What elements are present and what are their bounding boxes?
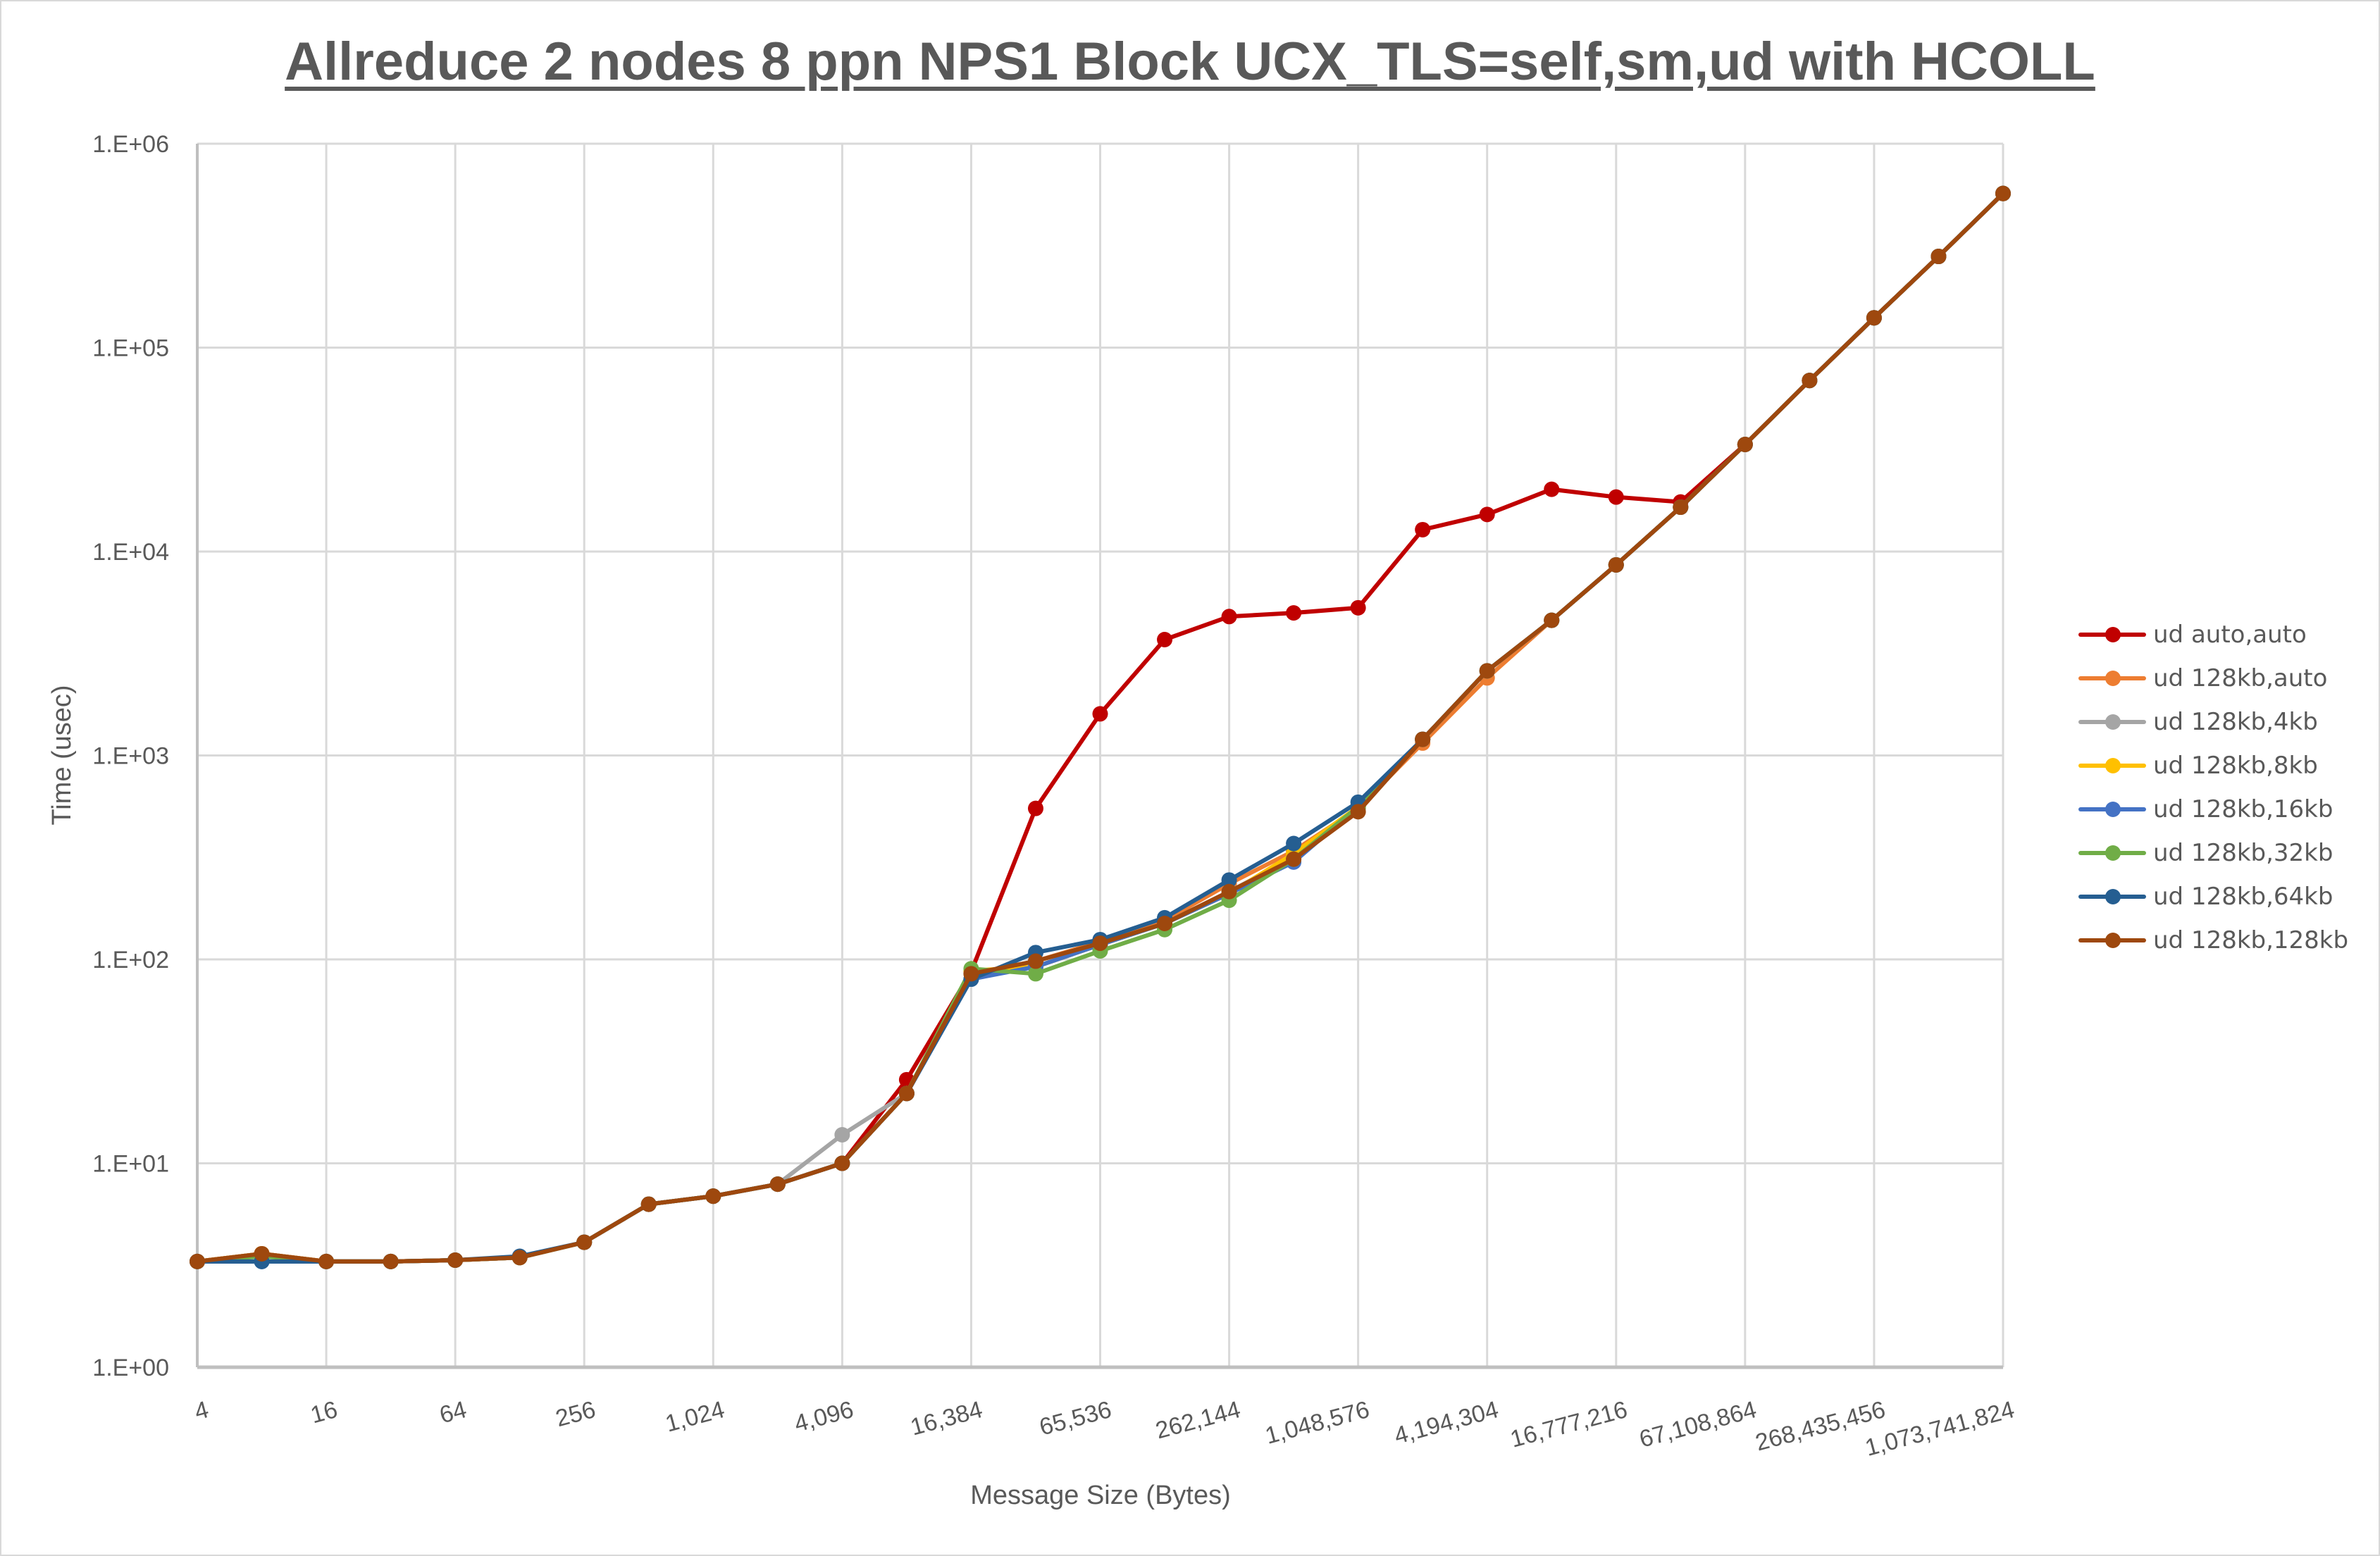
legend-item[interactable]: ud 128kb,64kb	[2078, 875, 2348, 919]
legend-item[interactable]: ud 128kb,128kb	[2078, 919, 2348, 962]
legend-item[interactable]: ud 128kb,16kb	[2078, 788, 2348, 831]
line-marker-icon	[2078, 795, 2146, 823]
line-marker-icon	[2078, 926, 2146, 954]
legend-item[interactable]: ud auto,auto	[2078, 613, 2348, 656]
svg-text:4,096: 4,096	[791, 1396, 856, 1438]
svg-text:1.E+03: 1.E+03	[92, 743, 169, 770]
gridlines	[196, 142, 2004, 1369]
legend: ud auto,auto ud 128kb,auto ud 128kb,4kb …	[2078, 613, 2348, 962]
line-marker-icon	[2078, 621, 2146, 649]
legend-item[interactable]: ud 128kb,4kb	[2078, 700, 2348, 744]
data-series	[190, 185, 2011, 1269]
svg-text:256: 256	[553, 1396, 599, 1432]
x-axis-ticks: 4 16 64 256 1,024 4,096 16,384 65,536 262,144 1,0…	[192, 1396, 2017, 1462]
line-marker-icon	[2078, 883, 2146, 911]
svg-text:262,144: 262,144	[1153, 1396, 1244, 1445]
svg-text:1.E+05: 1.E+05	[92, 335, 169, 362]
chart-title: Allreduce 2 nodes 8 ppn NPS1 Block UCX_T…	[285, 32, 2095, 92]
y-axis-title: Time (usec)	[47, 685, 77, 825]
line-marker-icon	[2078, 752, 2146, 780]
svg-text:1.E+02: 1.E+02	[92, 947, 169, 973]
line-marker-icon	[2078, 839, 2146, 867]
svg-text:16: 16	[308, 1396, 340, 1429]
svg-text:4,194,304: 4,194,304	[1392, 1396, 1501, 1450]
svg-text:1.E+06: 1.E+06	[92, 131, 169, 158]
y-axis-ticks: 1.E+00 1.E+01 1.E+02 1.E+03 1.E+04 1.E+05 1.E+…	[92, 131, 169, 1381]
x-axis-title: Message Size (Bytes)	[970, 1481, 1231, 1510]
svg-text:1.E+00: 1.E+00	[92, 1355, 169, 1381]
svg-text:1.E+01: 1.E+01	[92, 1151, 169, 1178]
svg-text:4: 4	[192, 1396, 211, 1426]
svg-text:16,384: 16,384	[907, 1396, 985, 1441]
legend-item[interactable]: ud 128kb,32kb	[2078, 831, 2348, 875]
svg-text:64: 64	[437, 1396, 469, 1429]
line-marker-icon	[2078, 708, 2146, 736]
svg-text:1.E+04: 1.E+04	[92, 539, 169, 566]
series-line	[190, 185, 2011, 1269]
svg-text:1,048,576: 1,048,576	[1263, 1396, 1372, 1450]
svg-text:67,108,864: 67,108,864	[1637, 1396, 1759, 1453]
svg-text:1,024: 1,024	[662, 1396, 727, 1438]
legend-item[interactable]: ud 128kb,auto	[2078, 656, 2348, 700]
svg-text:16,777,216: 16,777,216	[1508, 1396, 1630, 1453]
legend-item[interactable]: ud 128kb,8kb	[2078, 744, 2348, 788]
svg-text:65,536: 65,536	[1036, 1396, 1114, 1441]
svg-text:1,073,741,824: 1,073,741,824	[1862, 1396, 2017, 1462]
line-marker-icon	[2078, 664, 2146, 692]
